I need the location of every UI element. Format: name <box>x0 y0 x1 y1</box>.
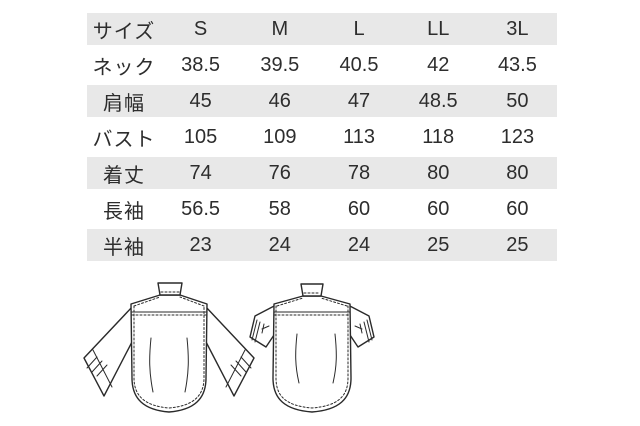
row-label: ネック <box>92 56 156 79</box>
short-sleeve-shirt-illustration <box>249 283 375 413</box>
header-col-l: L <box>353 17 365 40</box>
table-cell: 45 <box>189 89 212 112</box>
table-cell: 47 <box>347 89 371 112</box>
table-row-shoulder: 肩幅 45 46 47 48.5 50 <box>87 83 557 119</box>
table-cell: 38.5 <box>181 53 221 76</box>
table-row-bust: バスト 105 109 113 118 123 <box>87 119 557 155</box>
table-cell: 80 <box>427 161 450 184</box>
table-cell: 80 <box>506 161 529 184</box>
table-cell: 113 <box>343 125 375 148</box>
header-col-s: S <box>193 17 208 40</box>
table-row-short-sleeve: 半袖 23 24 24 25 25 <box>87 227 557 263</box>
header-col-ll: LL <box>427 17 450 40</box>
table-cell: 24 <box>347 233 371 256</box>
row-label: 肩幅 <box>103 92 145 115</box>
row-label: 着丈 <box>103 164 145 187</box>
table-cell: 118 <box>422 125 455 148</box>
table-cell: 43.5 <box>497 53 537 76</box>
table-cell: 23 <box>189 233 212 256</box>
table-header-row: サイズ S M L LL 3L <box>87 11 557 47</box>
row-label: 半袖 <box>103 236 145 259</box>
table-cell: 25 <box>506 233 529 256</box>
header-col-3l: 3L <box>506 17 529 40</box>
table-cell: 24 <box>268 233 291 256</box>
table-cell: 48.5 <box>418 89 458 112</box>
table-cell: 109 <box>263 125 297 148</box>
table-cell: 60 <box>506 197 529 220</box>
table-cell: 50 <box>506 89 529 112</box>
table-cell: 105 <box>183 125 218 148</box>
table-row-neck: ネック 38.5 39.5 40.5 42 43.5 <box>87 47 557 83</box>
table-cell: 56.5 <box>181 197 221 220</box>
table-cell: 25 <box>427 233 450 256</box>
table-cell: 46 <box>268 89 291 112</box>
row-label: 長袖 <box>103 200 145 223</box>
long-sleeve-shirt-illustration <box>83 282 255 413</box>
table-cell: 78 <box>347 161 371 184</box>
row-label: バスト <box>92 128 156 151</box>
table-cell: 60 <box>427 197 450 220</box>
table-cell: 40.5 <box>339 53 379 76</box>
size-chart-table: サイズ S M L LL 3L ネック 38.5 39.5 40.5 42 43… <box>87 11 557 263</box>
table-cell: 76 <box>268 161 291 184</box>
table-cell: 39.5 <box>260 53 300 76</box>
table-row-body-length: 着丈 74 76 78 80 80 <box>87 155 557 191</box>
table-cell: 58 <box>268 197 291 220</box>
header-col-m: M <box>271 17 289 40</box>
header-size-label: サイズ <box>92 20 156 43</box>
table-row-long-sleeve: 長袖 56.5 58 60 60 60 <box>87 191 557 227</box>
table-cell: 74 <box>189 161 212 184</box>
table-cell: 123 <box>500 125 535 148</box>
table-cell: 42 <box>427 53 450 76</box>
table-cell: 60 <box>347 197 371 220</box>
